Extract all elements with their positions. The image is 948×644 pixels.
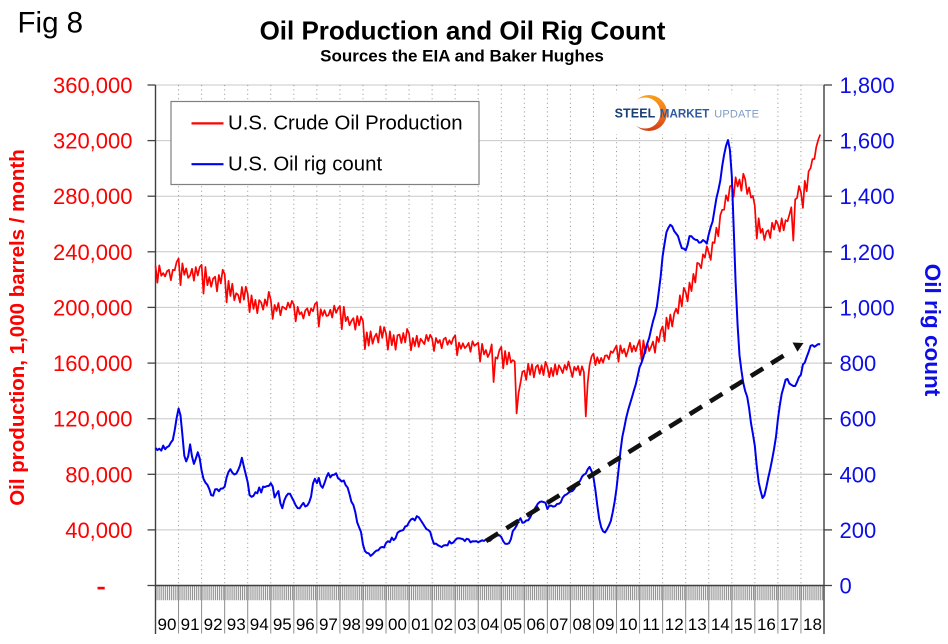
svg-text:600: 600	[840, 407, 877, 432]
svg-text:99: 99	[365, 615, 384, 634]
svg-text:12: 12	[665, 615, 684, 634]
svg-text:280,000: 280,000	[53, 184, 133, 209]
svg-text:03: 03	[457, 615, 476, 634]
svg-text:0: 0	[840, 574, 852, 599]
svg-text:Fig 8: Fig 8	[18, 7, 84, 40]
svg-text:800: 800	[840, 351, 877, 376]
svg-text:90: 90	[158, 615, 177, 634]
svg-text:1,400: 1,400	[840, 184, 895, 209]
svg-text:13: 13	[688, 615, 707, 634]
svg-text:Oil production, 1,000 barrels: Oil production, 1,000 barrels / month	[6, 149, 29, 506]
svg-text:01: 01	[411, 615, 430, 634]
svg-text:93: 93	[227, 615, 246, 634]
svg-text:120,000: 120,000	[53, 407, 133, 432]
svg-text:09: 09	[596, 615, 615, 634]
svg-text:UPDATE: UPDATE	[714, 108, 759, 120]
svg-text:400: 400	[840, 462, 877, 487]
svg-text:Oil rig count: Oil rig count	[920, 264, 945, 397]
svg-text:18: 18	[803, 615, 822, 634]
svg-text:320,000: 320,000	[53, 129, 133, 154]
svg-text:11: 11	[642, 615, 660, 634]
svg-text:07: 07	[549, 615, 568, 634]
svg-text:Oil Production and Oil Rig Cou: Oil Production and Oil Rig Count	[260, 16, 666, 46]
svg-text:200,000: 200,000	[53, 295, 133, 320]
svg-text:1,600: 1,600	[840, 129, 895, 154]
svg-text:17: 17	[780, 615, 799, 634]
svg-text:15: 15	[734, 615, 753, 634]
svg-text:1,200: 1,200	[840, 240, 895, 265]
svg-text:96: 96	[296, 615, 315, 634]
svg-text:U.S. Crude Oil Production: U.S. Crude Oil Production	[228, 113, 463, 135]
svg-text:95: 95	[273, 615, 292, 634]
svg-text:02: 02	[434, 615, 453, 634]
svg-text:40,000: 40,000	[65, 518, 132, 543]
svg-text:94: 94	[250, 615, 269, 634]
svg-text:16: 16	[757, 615, 776, 634]
svg-text:00: 00	[388, 615, 407, 634]
svg-text:Sources the EIA and Baker Hugh: Sources the EIA and Baker Hughes	[320, 47, 604, 66]
svg-text:91: 91	[181, 615, 200, 634]
svg-text:06: 06	[526, 615, 545, 634]
svg-text:200: 200	[840, 518, 877, 543]
svg-text:92: 92	[204, 615, 223, 634]
svg-text:MARKET: MARKET	[660, 107, 710, 120]
svg-text:05: 05	[503, 615, 522, 634]
svg-text:U.S. Oil rig count: U.S. Oil rig count	[228, 153, 382, 175]
svg-text:80,000: 80,000	[65, 462, 132, 487]
svg-text:08: 08	[573, 615, 592, 634]
svg-text:97: 97	[319, 615, 338, 634]
svg-text:1,800: 1,800	[840, 73, 895, 98]
svg-text:98: 98	[342, 615, 361, 634]
svg-text:STEEL: STEEL	[615, 106, 656, 120]
svg-text:1,000: 1,000	[840, 295, 895, 320]
svg-text:14: 14	[711, 615, 730, 634]
svg-text:360,000: 360,000	[53, 73, 133, 98]
svg-text:10: 10	[619, 615, 638, 634]
svg-text:04: 04	[480, 615, 499, 634]
svg-text:160,000: 160,000	[53, 351, 133, 376]
svg-text:240,000: 240,000	[53, 240, 133, 265]
